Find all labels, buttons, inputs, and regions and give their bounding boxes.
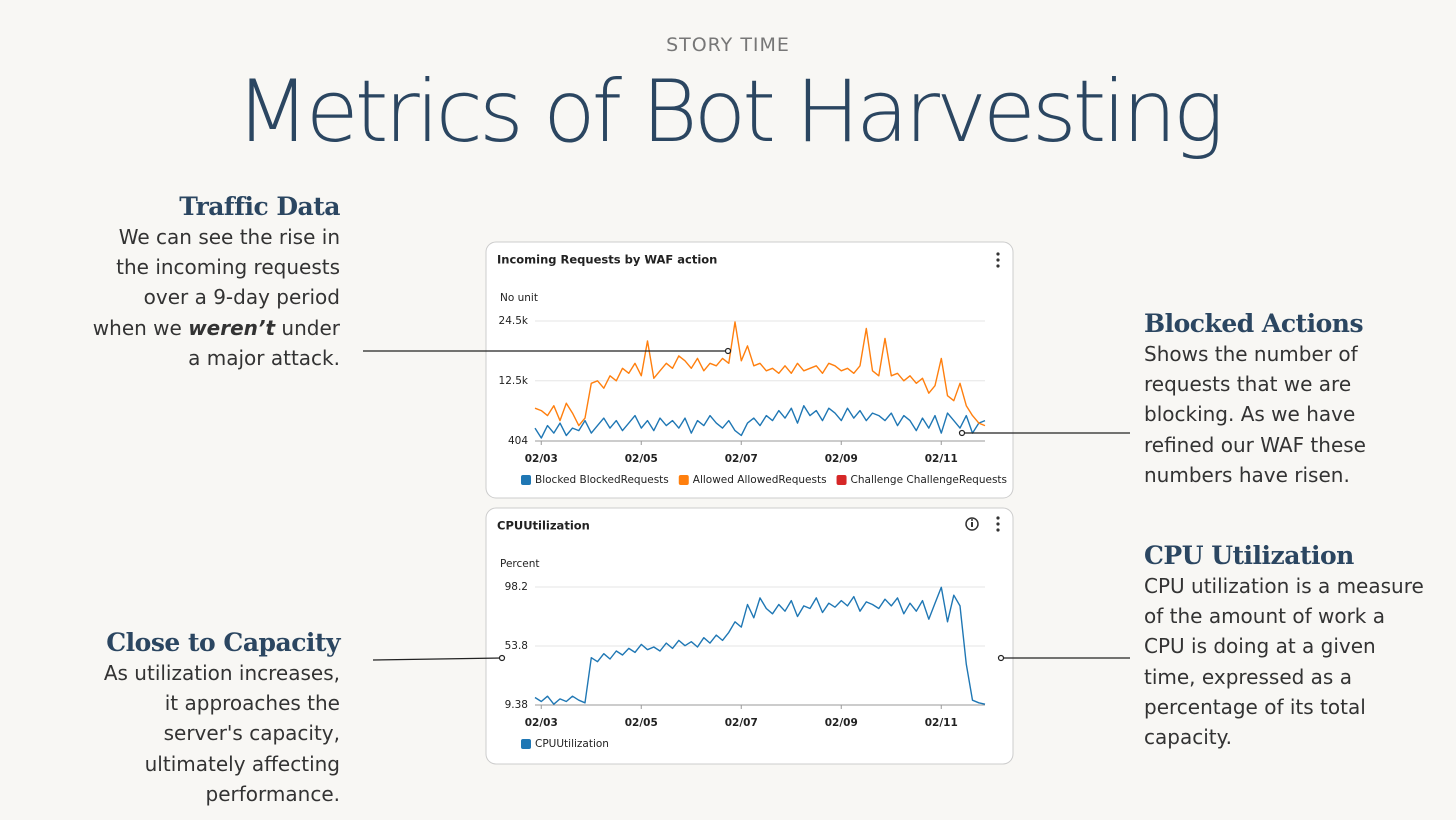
x-tick-label: 02/11 [925,717,958,729]
callout-text: Shows the number of requests that we are… [1144,342,1366,487]
callout-heading: Traffic Data [179,192,340,221]
callout: Blocked Actions Shows the number of requ… [1144,309,1384,490]
legend-label: Challenge ChallengeRequests [851,474,1007,486]
callout-text: CPU utilization is a measure of the amou… [1144,574,1424,750]
text: We can see the rise in the incoming requ… [92,225,340,340]
eyebrow: STORY TIME [666,34,790,56]
connectors [363,347,1130,662]
x-tick-label: 02/05 [625,717,658,729]
emphasis: weren’t [188,315,276,340]
data-line [534,405,986,439]
x-tick-label: 02/09 [825,453,858,465]
x-tick-label: 02/11 [925,453,958,465]
legend-swatch [521,475,531,485]
legend-swatch [521,739,531,749]
callout-heading: Blocked Actions [1144,309,1364,338]
slide-title: Metrics of Bot Harvesting [235,62,1225,162]
y-axis-label: No unit [500,292,538,304]
callout: CPU Utilization CPU utilization is a mea… [1144,541,1424,752]
legend-swatch [678,475,689,485]
x-tick-label: 02/03 [525,717,558,729]
y-axis-label: Percent [500,558,540,570]
x-tick-label: 02/07 [725,453,758,465]
menu-icon[interactable] [996,252,1000,268]
chart-layer: Incoming Requests by WAF action No unit 40… [497,253,1007,751]
chart-card [485,241,1014,499]
y-tick-label: 404 [508,435,528,447]
callout-heading: Close to Capacity [106,628,340,657]
callout-text: We can see the rise in the incoming requ… [90,222,340,373]
text: under a major attack. [188,315,340,370]
y-tick-label: 24.5k [499,315,529,327]
y-tick-label: 9.38 [505,699,528,711]
legend-swatch [836,475,847,485]
callout-heading: CPU Utilization [1144,541,1354,570]
data-line [534,586,986,705]
legend-label: Blocked BlockedRequests [535,474,669,486]
legend-label: Allowed AllowedRequests [693,474,827,486]
x-tick-label: 02/07 [725,717,758,729]
y-tick-label: 98.2 [505,581,528,593]
x-tick-label: 02/05 [625,453,658,465]
info-icon[interactable] [965,517,979,531]
chart-card [485,507,1014,765]
menu-icon[interactable] [996,516,1000,532]
x-tick-label: 02/09 [825,717,858,729]
callout-text: As utilization increases, it approaches … [103,661,340,806]
callout: Close to Capacity As utilization increas… [90,628,341,809]
chart-title: CPUUtilization [497,519,590,533]
x-tick-label: 02/03 [525,453,558,465]
callout: Traffic Data We can see the rise in the … [90,192,341,373]
data-line [534,321,986,427]
y-tick-label: 53.8 [505,640,528,652]
chart-title: Incoming Requests by WAF action [497,253,717,267]
y-tick-label: 12.5k [499,375,529,387]
legend-label: CPUUtilization [535,738,609,750]
